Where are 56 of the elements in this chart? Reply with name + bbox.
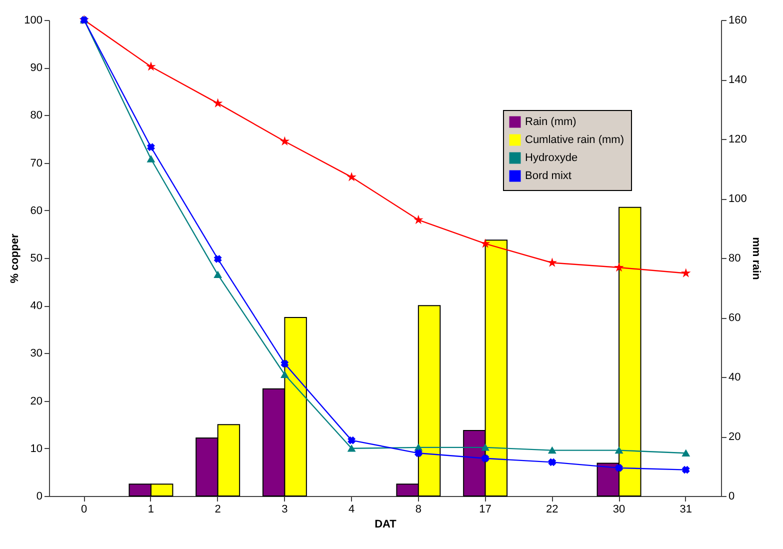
point <box>147 143 155 151</box>
y-tick-label: 0 <box>36 490 42 502</box>
point <box>615 464 623 472</box>
point <box>682 450 690 456</box>
point <box>147 156 155 162</box>
y2-tick-label: 60 <box>728 312 741 324</box>
point <box>348 445 356 452</box>
y2-tick-label: 80 <box>728 252 741 264</box>
y-tick-label: 70 <box>30 157 42 170</box>
x-tick-label: 22 <box>546 504 558 516</box>
legend-label: Rain (mm) <box>525 116 576 128</box>
y2-tick-label: 140 <box>728 74 747 86</box>
x-tick-label: 1 <box>148 504 154 516</box>
y-tick-label: 80 <box>30 110 42 122</box>
point <box>482 454 490 462</box>
y2-tick-label: 20 <box>728 431 741 443</box>
point <box>682 466 690 474</box>
y-tick-label: 30 <box>30 348 42 360</box>
y-tick-label: 50 <box>30 252 42 264</box>
x-tick-label: 30 <box>612 504 626 516</box>
y-tick-label: 60 <box>30 204 42 217</box>
y-tick-label: 100 <box>24 14 42 26</box>
point <box>214 255 222 263</box>
y2-axis-title: mm rain <box>750 237 762 280</box>
legend-label: Bord mixt <box>525 170 572 182</box>
y2-tick-label: 40 <box>728 372 741 384</box>
point <box>214 271 222 278</box>
y-tick-label: 90 <box>30 62 42 74</box>
y-tick-label: 40 <box>30 300 42 312</box>
point <box>482 444 490 451</box>
x-tick-label: 8 <box>415 504 422 516</box>
x-tick-label: 2 <box>214 504 221 516</box>
y2-tick-label: 100 <box>728 193 747 205</box>
point <box>280 360 288 368</box>
y2-tick-label: 0 <box>728 490 735 502</box>
x-tick-label: 3 <box>282 504 288 516</box>
x-tick-label: 0 <box>81 504 88 516</box>
y-axis-title: % copper <box>9 233 22 284</box>
x-tick-label: 17 <box>479 504 492 516</box>
point <box>348 436 356 444</box>
point <box>348 173 356 180</box>
point <box>548 458 556 466</box>
x-tick-label: 4 <box>348 504 355 516</box>
legend-label: Cumlative rain (mm) <box>525 134 624 146</box>
y2-tick-label: 120 <box>728 134 747 146</box>
point <box>548 446 556 454</box>
y-tick-label: 20 <box>30 395 42 408</box>
y2-tick-label: 160 <box>728 14 747 26</box>
point <box>615 446 623 454</box>
point <box>280 371 288 378</box>
point <box>414 449 422 457</box>
x-tick-label: 31 <box>680 504 692 516</box>
x-axis-title: DAT <box>374 518 397 530</box>
y-tick-label: 10 <box>30 442 42 455</box>
point <box>147 62 155 70</box>
legend-label: Hydroxyde <box>525 152 578 164</box>
